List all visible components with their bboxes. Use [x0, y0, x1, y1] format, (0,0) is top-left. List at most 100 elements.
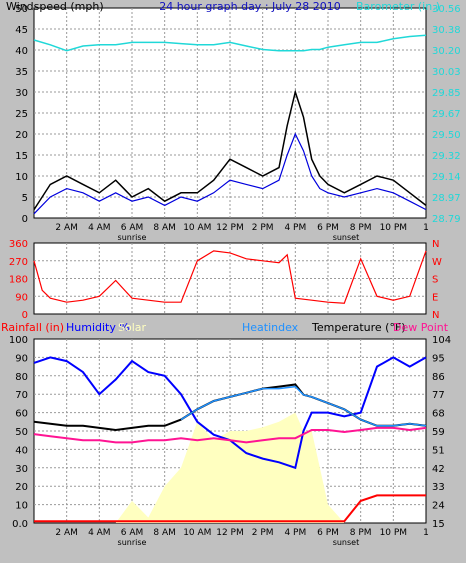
- x-tick-label: 8 AM: [153, 528, 176, 538]
- y-tick-left: 30: [15, 88, 28, 99]
- y-tick-right: 29.14: [432, 172, 461, 183]
- x-tick-label: 2 AM: [55, 528, 78, 538]
- y-tick-left: 60: [15, 409, 28, 420]
- rainfall-series-line: [34, 494, 426, 523]
- x-tick-label: 10 AM: [183, 223, 211, 233]
- series-lines: [33, 34, 427, 523]
- y-tick-right: 33: [432, 482, 445, 493]
- y-tick-left: 35: [15, 67, 28, 78]
- y-tick-left: 180: [9, 275, 28, 286]
- x-tick-label: 4 PM: [284, 223, 306, 233]
- x-tick-label: 8 PM: [350, 223, 372, 233]
- y-tick-left: 20: [15, 482, 28, 493]
- y-tick-left: 90: [15, 353, 28, 364]
- y-tick-left: 40: [15, 46, 28, 57]
- x-tick-label: 12 PM: [216, 528, 244, 538]
- y-tick-left: 100: [9, 335, 28, 346]
- x-tick-label: 8 AM: [153, 223, 176, 233]
- heatindex-series-line: [180, 385, 427, 427]
- gust-series-line: [33, 132, 427, 215]
- x-tick-label: 4 PM: [284, 528, 306, 538]
- y-tick-left: 80: [15, 372, 28, 383]
- sunrise-label: sunrise: [118, 538, 147, 547]
- y-tick-left: 5: [22, 193, 28, 204]
- y-tick-right: N: [432, 310, 439, 321]
- y-tick-left: 15: [15, 151, 28, 162]
- x-tick-label: 4 AM: [88, 223, 111, 233]
- y-tick-right: 30.03: [432, 67, 461, 78]
- y-tick-right: 29.67: [432, 109, 461, 120]
- y-tick-right: 59: [432, 427, 445, 438]
- heatindex-label: Heatindex: [242, 321, 299, 334]
- wind-series-line: [33, 89, 427, 211]
- y-tick-right: 29.50: [432, 130, 461, 141]
- y-tick-left: 70: [15, 390, 28, 401]
- y-tick-right: N: [432, 239, 439, 250]
- y-tick-right: 30.20: [432, 46, 461, 57]
- x-tick-label: 6 PM: [317, 528, 339, 538]
- y-tick-left: 30: [15, 464, 28, 475]
- x-tick-label: 4 AM: [88, 528, 111, 538]
- y-tick-right: 68: [432, 409, 445, 420]
- y-tick-left: 10: [15, 172, 28, 183]
- y-tick-right: 42: [432, 464, 445, 475]
- sunset-label: sunset: [333, 233, 360, 242]
- solar-series-area: [34, 412, 426, 523]
- y-tick-right: 28.97: [432, 193, 461, 204]
- x-tick-label: 10 PM: [380, 528, 408, 538]
- y-tick-left: 360: [9, 239, 28, 250]
- y-tick-left: 50: [15, 427, 28, 438]
- x-tick-label: 12 PM: [216, 223, 244, 233]
- x-tick-label: 2 AM: [55, 223, 78, 233]
- y-tick-right: 28.79: [432, 214, 461, 225]
- y-tick-right: 29.85: [432, 88, 461, 99]
- wind-axis-label: Windspeed (mph): [6, 0, 104, 13]
- x-tick-label: 8 PM: [350, 528, 372, 538]
- y-tick-right: 30.38: [432, 25, 461, 36]
- y-tick-right: E: [432, 292, 438, 303]
- y-tick-right: 51: [432, 445, 445, 456]
- y-tick-left: 0.0: [12, 519, 28, 530]
- y-tick-right: 86: [432, 372, 445, 383]
- sunset-label: sunset: [333, 538, 360, 547]
- area-fills: [34, 412, 426, 523]
- chart-title: 24 hour graph day : July 28 2010: [159, 0, 341, 13]
- y-tick-right: 30.56: [432, 4, 461, 15]
- solar-label: Solar: [118, 321, 147, 334]
- sunrise-label: sunrise: [118, 233, 147, 242]
- x-tick-label: 6 AM: [121, 528, 144, 538]
- barometer-axis-label: Barometer (in.): [356, 0, 440, 13]
- y-tick-left: 10: [15, 501, 28, 512]
- x-tick-label: 6 PM: [317, 223, 339, 233]
- x-tick-label: 2 PM: [252, 528, 274, 538]
- temperature-label: Temperature (°F): [311, 321, 406, 334]
- rainfall-label: Rainfall (in): [1, 321, 64, 334]
- y-tick-right: S: [432, 275, 438, 286]
- dewpoint-label: Dew Point: [393, 321, 449, 334]
- x-tick-label: 1: [423, 528, 429, 538]
- y-tick-left: 40: [15, 445, 28, 456]
- x-tick-label: 2 PM: [252, 223, 274, 233]
- y-tick-right: 24: [432, 501, 445, 512]
- y-tick-right: 15: [432, 519, 445, 530]
- humidity-series-line: [33, 356, 427, 470]
- y-tick-right: 77: [432, 390, 445, 401]
- x-tick-label: 10 PM: [380, 223, 408, 233]
- y-tick-right: W: [432, 257, 442, 268]
- x-tick-label: 1: [423, 223, 429, 233]
- y-tick-left: 45: [15, 25, 28, 36]
- y-tick-right: 95: [432, 353, 445, 364]
- y-tick-right: 29.32: [432, 151, 461, 162]
- y-tick-left: 50: [15, 4, 28, 15]
- barometer-series-line: [33, 34, 427, 52]
- x-tick-label: 6 AM: [121, 223, 144, 233]
- y-tick-right: 104: [432, 335, 451, 346]
- y-tick-left: 270: [9, 257, 28, 268]
- y-tick-left: 90: [15, 292, 28, 303]
- x-tick-label: 10 AM: [183, 528, 211, 538]
- y-tick-left: 0: [22, 214, 28, 225]
- y-tick-left: 20: [15, 130, 28, 141]
